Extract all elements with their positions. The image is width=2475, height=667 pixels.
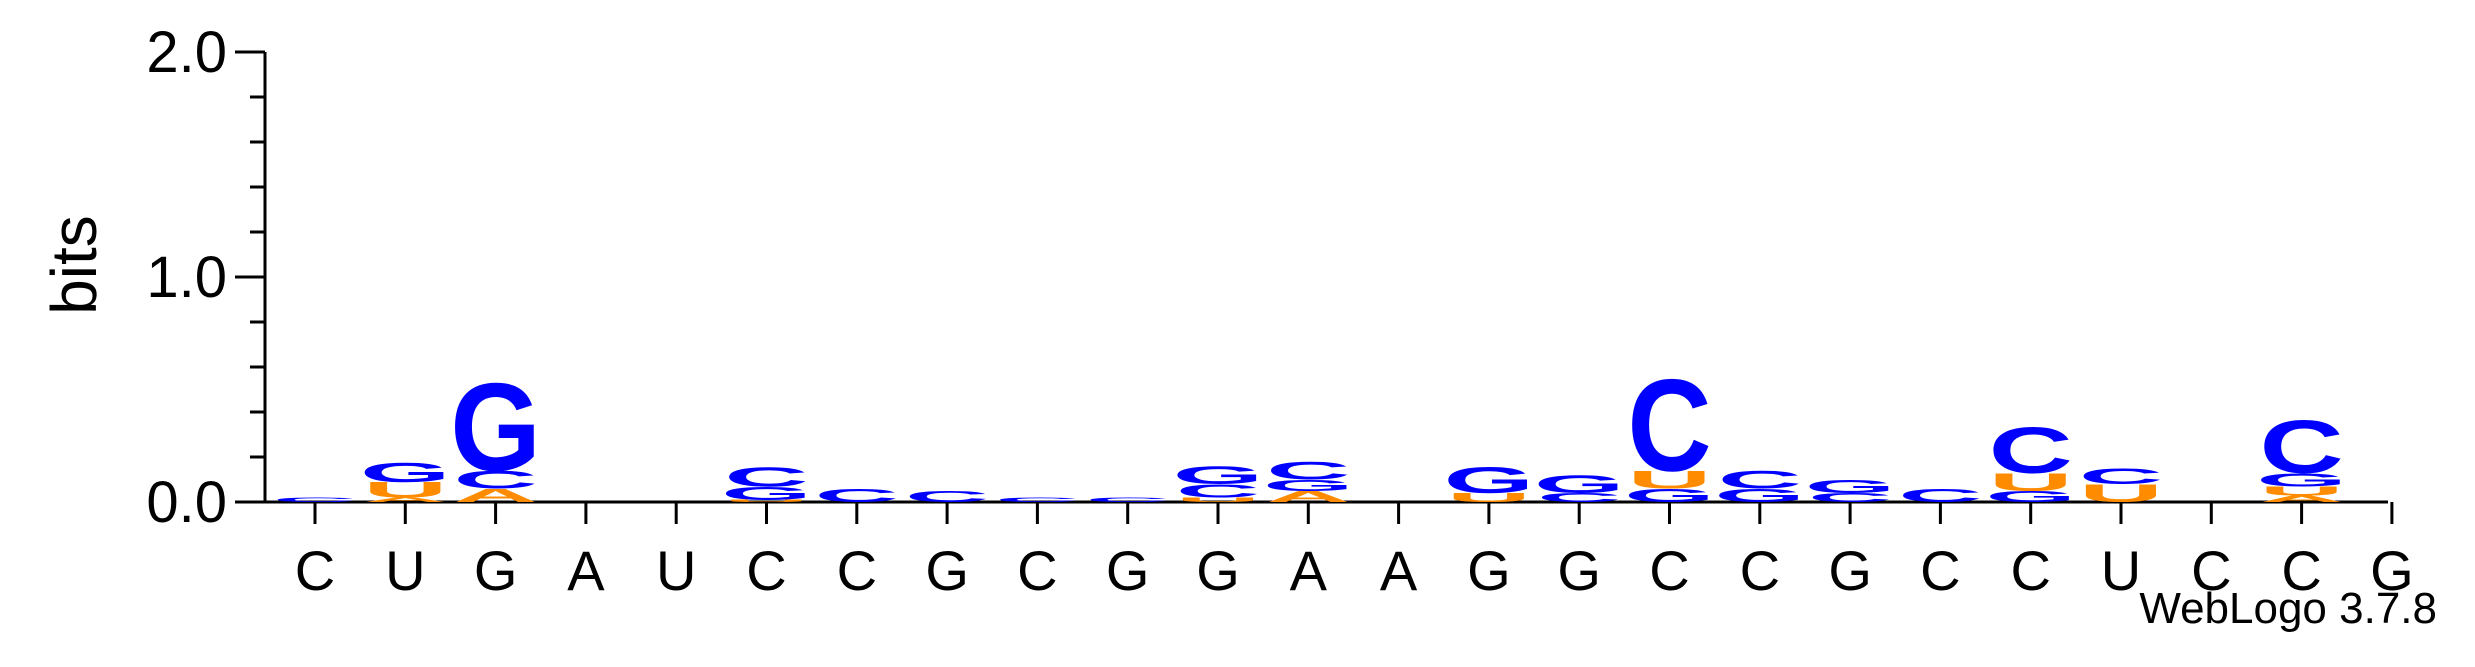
axes: 0.01.02.0C U G A U C C G C G G A A G G C C G C C U C C G bbox=[146, 20, 2413, 602]
weblogo-credit: WebLogo 3.7.8 bbox=[2139, 584, 2437, 633]
logo-letter: G bbox=[1444, 460, 1535, 502]
logo-letter: C bbox=[905, 488, 989, 505]
logo-letter: C bbox=[815, 485, 899, 506]
x-tick-label: G bbox=[925, 539, 969, 602]
logo-letter: C bbox=[1086, 496, 1170, 503]
logo-letter: G bbox=[1985, 488, 2076, 505]
logo-letter: C bbox=[995, 496, 1079, 503]
x-tick-label: C bbox=[2010, 539, 2050, 602]
logo-letter: G bbox=[360, 456, 451, 487]
logo-letter: U bbox=[1627, 466, 1711, 494]
x-tick-label: G bbox=[1557, 539, 1601, 602]
logo-letter: C bbox=[2079, 464, 2163, 488]
logo-letter: A bbox=[2259, 494, 2343, 505]
logo-letter: C bbox=[1898, 485, 1982, 506]
logo-letter: G bbox=[1805, 476, 1896, 497]
x-tick-label: A bbox=[1380, 539, 1418, 602]
logo-letter: U bbox=[2259, 484, 2343, 498]
x-tick-label: G bbox=[474, 539, 518, 602]
x-tick-label: C bbox=[1740, 539, 1780, 602]
logo-letter: C bbox=[1627, 353, 1711, 499]
x-tick-label: C bbox=[2281, 539, 2321, 602]
y-axis-label: bits bbox=[38, 215, 110, 315]
y-tick-label: 0.0 bbox=[146, 470, 227, 535]
logo-letter: C bbox=[1718, 466, 1802, 494]
logo-letter: C bbox=[453, 466, 537, 494]
logo-letter: A bbox=[1266, 488, 1350, 505]
x-tick-label: C bbox=[1649, 539, 1689, 602]
logo-letter: A bbox=[453, 485, 537, 506]
logo-letter: C bbox=[273, 496, 357, 503]
logo-letter: C bbox=[1176, 480, 1260, 501]
logo-letter: G bbox=[1714, 485, 1805, 506]
logo-letter: U bbox=[1447, 491, 1531, 505]
logo-letter: C bbox=[1808, 491, 1892, 505]
logo-letter: U bbox=[724, 499, 808, 502]
logo-letter: U bbox=[1176, 496, 1260, 503]
y-tick-label: 1.0 bbox=[146, 245, 227, 310]
logo-letter: U bbox=[1989, 468, 2073, 496]
x-tick-label: C bbox=[2191, 539, 2231, 602]
x-tick-label: U bbox=[656, 539, 696, 602]
x-tick-label: A bbox=[567, 539, 605, 602]
logo-letter: G bbox=[1534, 470, 1625, 498]
logo-letter: G bbox=[1173, 461, 1264, 489]
logo-letter: G bbox=[1624, 485, 1715, 506]
x-tick-label: C bbox=[1017, 539, 1057, 602]
x-tick-label: C bbox=[837, 539, 877, 602]
logo-letter: G bbox=[450, 358, 541, 498]
logo-letter: G bbox=[1263, 477, 1354, 494]
x-tick-label: C bbox=[295, 539, 335, 602]
logo-letter: C bbox=[1266, 457, 1350, 485]
logo-letter: C bbox=[724, 461, 808, 492]
logo-letter: U bbox=[2079, 479, 2163, 507]
x-tick-label: G bbox=[1106, 539, 1150, 602]
x-tick-label: U bbox=[385, 539, 425, 602]
logo-letter: C bbox=[2259, 405, 2343, 489]
logo-letter: A bbox=[363, 496, 447, 503]
x-tick-label: G bbox=[1467, 539, 1511, 602]
x-tick-label: C bbox=[1920, 539, 1960, 602]
logo-letter: G bbox=[2256, 469, 2347, 490]
logo-letter: C bbox=[1989, 414, 2073, 487]
x-tick-label: G bbox=[1828, 539, 1872, 602]
x-tick-label: G bbox=[1196, 539, 1240, 602]
logo-letter: G bbox=[721, 483, 812, 504]
x-tick-label: G bbox=[2370, 539, 2414, 602]
x-tick-label: C bbox=[746, 539, 786, 602]
logo-letter: C bbox=[1537, 491, 1621, 505]
x-tick-label: A bbox=[1290, 539, 1328, 602]
logo-letter: U bbox=[363, 478, 447, 502]
x-tick-label: U bbox=[2101, 539, 2141, 602]
y-tick-label: 2.0 bbox=[146, 20, 227, 85]
